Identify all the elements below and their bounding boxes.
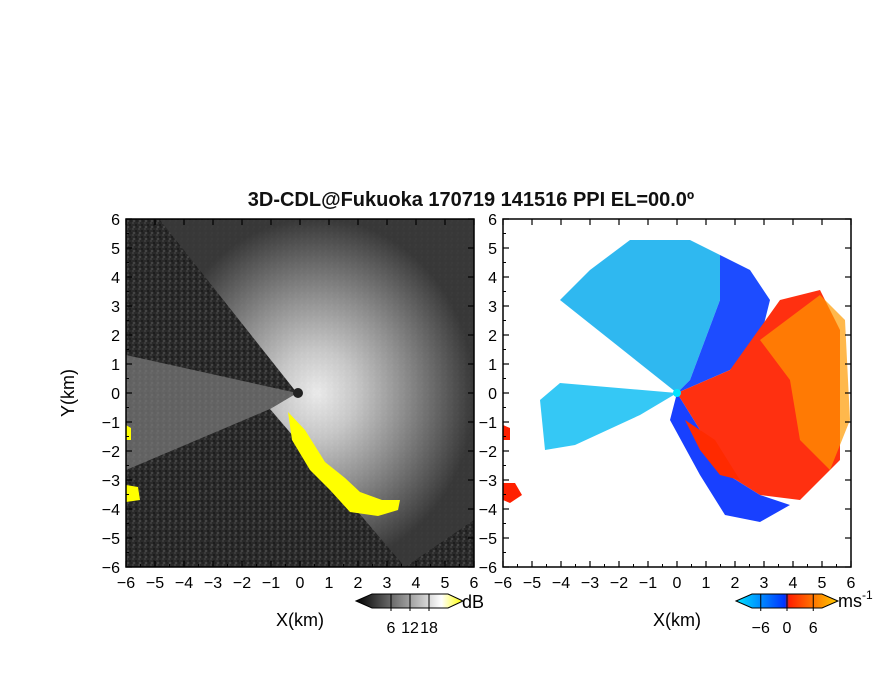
velocity-ticks: −6 −5 −4 −3 −2 −1 0 1 2 3 4 5 6 −6 −5 −4 −3 −2 −1 0 1 2 3 4 5 6 — [479, 212, 856, 592]
velocity-y-tick-label: 4 — [488, 270, 497, 287]
velocity-cyan-west — [540, 383, 677, 450]
velocity-y-tick-label: −4 — [479, 502, 497, 519]
velocity-cyan-north — [560, 240, 720, 393]
snr-y-tick-label: 3 — [111, 299, 120, 316]
snr-x-tick-label: −5 — [146, 575, 164, 592]
snr-x-tick-label: 6 — [470, 575, 479, 592]
snr-y-tick-label: −1 — [102, 415, 120, 432]
velocity-red-edge — [503, 425, 522, 503]
snr-y-tick-label: −5 — [102, 531, 120, 548]
velocity-colorbar-tick-label: 6 — [809, 620, 818, 637]
snr-colorbar-tick-label: 12 — [401, 620, 419, 637]
velocity-y-tick-label: −1 — [479, 415, 497, 432]
velocity-x-tick-label: −5 — [523, 575, 541, 592]
velocity-colorbar-tick-label: −6 — [752, 620, 770, 637]
velocity-orange-east — [760, 295, 850, 470]
velocity-x-tick-label: −3 — [581, 575, 599, 592]
snr-colorbar-tick-label: 18 — [420, 620, 438, 637]
snr-x-tick-label: −6 — [117, 575, 135, 592]
snr-y-tick-label: −3 — [102, 473, 120, 490]
snr-y-tick-label: 0 — [111, 386, 120, 403]
snr-echo-sector-west — [126, 355, 297, 470]
snr-y-tick-label: 1 — [111, 357, 120, 374]
velocity-colorbar-ticks: −6 0 6 — [752, 594, 818, 637]
snr-ylabel: Y(km) — [58, 369, 78, 417]
snr-x-tick-label: 1 — [325, 575, 334, 592]
snr-heatmap — [126, 219, 474, 567]
velocity-x-tick-label: 5 — [818, 575, 827, 592]
velocity-x-tick-label: −1 — [639, 575, 657, 592]
snr-x-tick-label: −1 — [262, 575, 280, 592]
snr-x-tick-label: −2 — [233, 575, 251, 592]
snr-x-tick-label: 4 — [412, 575, 421, 592]
velocity-colorbar-unit-base: ms — [838, 591, 862, 611]
snr-y-tick-label: 4 — [111, 270, 120, 287]
velocity-colorbar: −6 0 6 ms-1 — [734, 588, 873, 637]
velocity-blue-south — [670, 393, 790, 522]
snr-x-tick-label: 0 — [296, 575, 305, 592]
snr-x-tick-label: −4 — [175, 575, 193, 592]
velocity-colorbar-unit: ms-1 — [838, 588, 873, 611]
velocity-x-tick-label: −6 — [494, 575, 512, 592]
snr-colorbar-unit: dB — [462, 592, 484, 612]
velocity-y-tick-label: 2 — [488, 328, 497, 345]
velocity-blue-north — [677, 255, 770, 393]
velocity-colorbar-unit-exponent: -1 — [862, 588, 873, 602]
velocity-y-tick-label: −2 — [479, 444, 497, 461]
velocity-y-tick-label: 3 — [488, 299, 497, 316]
velocity-panel: −6 −5 −4 −3 −2 −1 0 1 2 3 4 5 6 −6 −5 −4 −3 −2 −1 0 1 2 3 4 5 6 X… — [479, 212, 856, 630]
snr-y-tick-label: 6 — [111, 212, 120, 229]
chart-title: 3D-CDL@Fukuoka 170719 141516 PPI EL=00.0… — [248, 189, 694, 211]
velocity-heatmap — [503, 219, 851, 567]
velocity-y-tick-label: 0 — [488, 386, 497, 403]
snr-y-tick-label: 2 — [111, 328, 120, 345]
velocity-colorbar-tick-label: 0 — [783, 620, 792, 637]
snr-y-tick-label: −4 — [102, 502, 120, 519]
snr-ticks: −6 −5 −4 −3 −2 −1 0 1 2 3 4 5 6 −6 −5 −4 −3 −2 −1 0 1 2 3 4 5 6 — [102, 212, 479, 592]
snr-xlabel: X(km) — [276, 610, 324, 630]
velocity-x-tick-label: 1 — [702, 575, 711, 592]
velocity-x-tick-label: 2 — [731, 575, 740, 592]
snr-yellow-band — [288, 412, 400, 516]
velocity-y-tick-label: 5 — [488, 241, 497, 258]
velocity-x-tick-label: 6 — [847, 575, 856, 592]
velocity-x-tick-label: 4 — [789, 575, 798, 592]
snr-x-tick-label: 3 — [383, 575, 392, 592]
snr-radar-site — [293, 388, 303, 398]
velocity-x-tick-label: −4 — [552, 575, 570, 592]
snr-y-tick-label: −2 — [102, 444, 120, 461]
snr-x-tick-label: 2 — [354, 575, 363, 592]
velocity-y-tick-label: −6 — [479, 560, 497, 577]
velocity-red-south — [685, 420, 740, 480]
velocity-xlabel: X(km) — [653, 610, 701, 630]
snr-y-tick-label: 5 — [111, 241, 120, 258]
velocity-y-tick-label: 1 — [488, 357, 497, 374]
snr-x-tick-label: 5 — [441, 575, 450, 592]
snr-colorbar-ticks: 6 12 18 — [387, 594, 438, 637]
snr-echo-sector — [160, 219, 474, 567]
velocity-x-tick-label: 0 — [673, 575, 682, 592]
velocity-y-tick-label: −5 — [479, 531, 497, 548]
snr-colorbar-tick-label: 6 — [387, 620, 396, 637]
snr-panel: −6 −5 −4 −3 −2 −1 0 1 2 3 4 5 6 −6 −5 −4 −3 −2 −1 0 1 2 3 4 5 6 X… — [58, 212, 479, 630]
velocity-y-tick-label: 6 — [488, 212, 497, 229]
velocity-radar-site — [673, 389, 681, 397]
velocity-x-tick-label: 3 — [760, 575, 769, 592]
velocity-y-tick-label: −3 — [479, 473, 497, 490]
snr-colorbar: 6 12 18 dB — [354, 592, 484, 637]
snr-y-tick-label: −6 — [102, 560, 120, 577]
snr-x-tick-label: −3 — [204, 575, 222, 592]
velocity-x-tick-label: −2 — [610, 575, 628, 592]
